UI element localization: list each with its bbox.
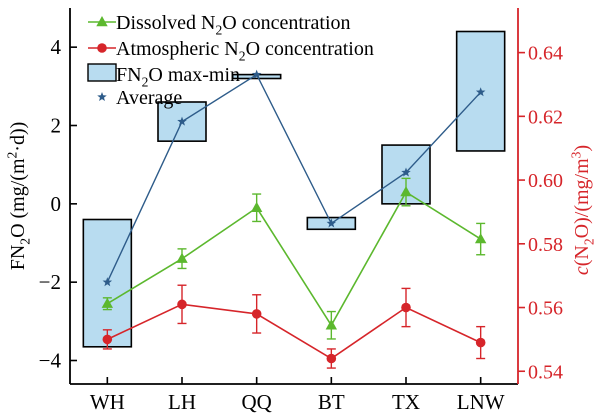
right-tick-label: 0.54	[528, 361, 563, 383]
x-tick-label: QQ	[241, 390, 271, 414]
left-tick-label: 2	[51, 114, 62, 138]
average-point	[475, 87, 486, 97]
right-axis-label: c(N2O)/(mg/m3)	[568, 145, 596, 275]
legend-marker	[97, 92, 107, 102]
left-tick-label: 4	[51, 35, 62, 59]
x-tick-label: BT	[318, 390, 345, 414]
dissolved-point	[400, 186, 412, 197]
left-tick-label: −4	[39, 349, 62, 373]
line-layer	[101, 69, 487, 369]
legend-marker	[97, 43, 107, 53]
average-point	[401, 167, 411, 177]
average-point	[251, 69, 262, 79]
dissolved-point	[474, 233, 487, 244]
average-point	[177, 116, 187, 126]
right-tick-label: 0.58	[528, 234, 563, 256]
legend-label: Atmospheric N2O concentration	[116, 38, 374, 64]
legend-swatch	[87, 63, 117, 82]
atmospheric-point	[102, 334, 113, 345]
atmospheric-point	[177, 299, 187, 310]
left-tick-label: 0	[51, 192, 62, 216]
dissolved-point	[325, 319, 338, 330]
dissolved-point	[250, 201, 263, 212]
x-tick-label: LNW	[457, 390, 505, 414]
left-axis-label: FN2O (mg/(m2·d))	[4, 122, 32, 271]
legend-label: Dissolved N2O concentration	[116, 12, 351, 38]
x-tick-label: WH	[90, 390, 125, 414]
dissolved-point	[176, 252, 188, 263]
dissolved-line	[106, 190, 482, 327]
atmospheric-point	[475, 337, 486, 348]
right-tick-label: 0.60	[528, 170, 563, 192]
legend-label: FN2O max-min	[116, 64, 240, 90]
atmospheric-point	[251, 309, 262, 319]
x-tick-label: TX	[392, 390, 420, 414]
average-line	[106, 73, 482, 283]
atmospheric-line	[106, 303, 482, 360]
left-tick-label: −2	[39, 270, 61, 294]
legend-marker	[96, 16, 108, 27]
x-tick-label: LH	[168, 390, 196, 414]
atmospheric-point	[401, 302, 411, 313]
right-tick-label: 0.64	[528, 43, 563, 65]
average-point	[326, 218, 337, 228]
axes-layer: 4 2 0 −2 −4 0.64 0.62 0.60 0.58 0.56 0.54 WH LH QQ BT T…	[4, 8, 597, 414]
dissolved-point	[101, 297, 114, 308]
legend-label: Average	[116, 87, 182, 109]
right-tick-label: 0.62	[528, 106, 563, 128]
average-point	[102, 277, 113, 287]
atmospheric-point	[326, 353, 337, 364]
right-tick-label: 0.56	[528, 298, 563, 320]
